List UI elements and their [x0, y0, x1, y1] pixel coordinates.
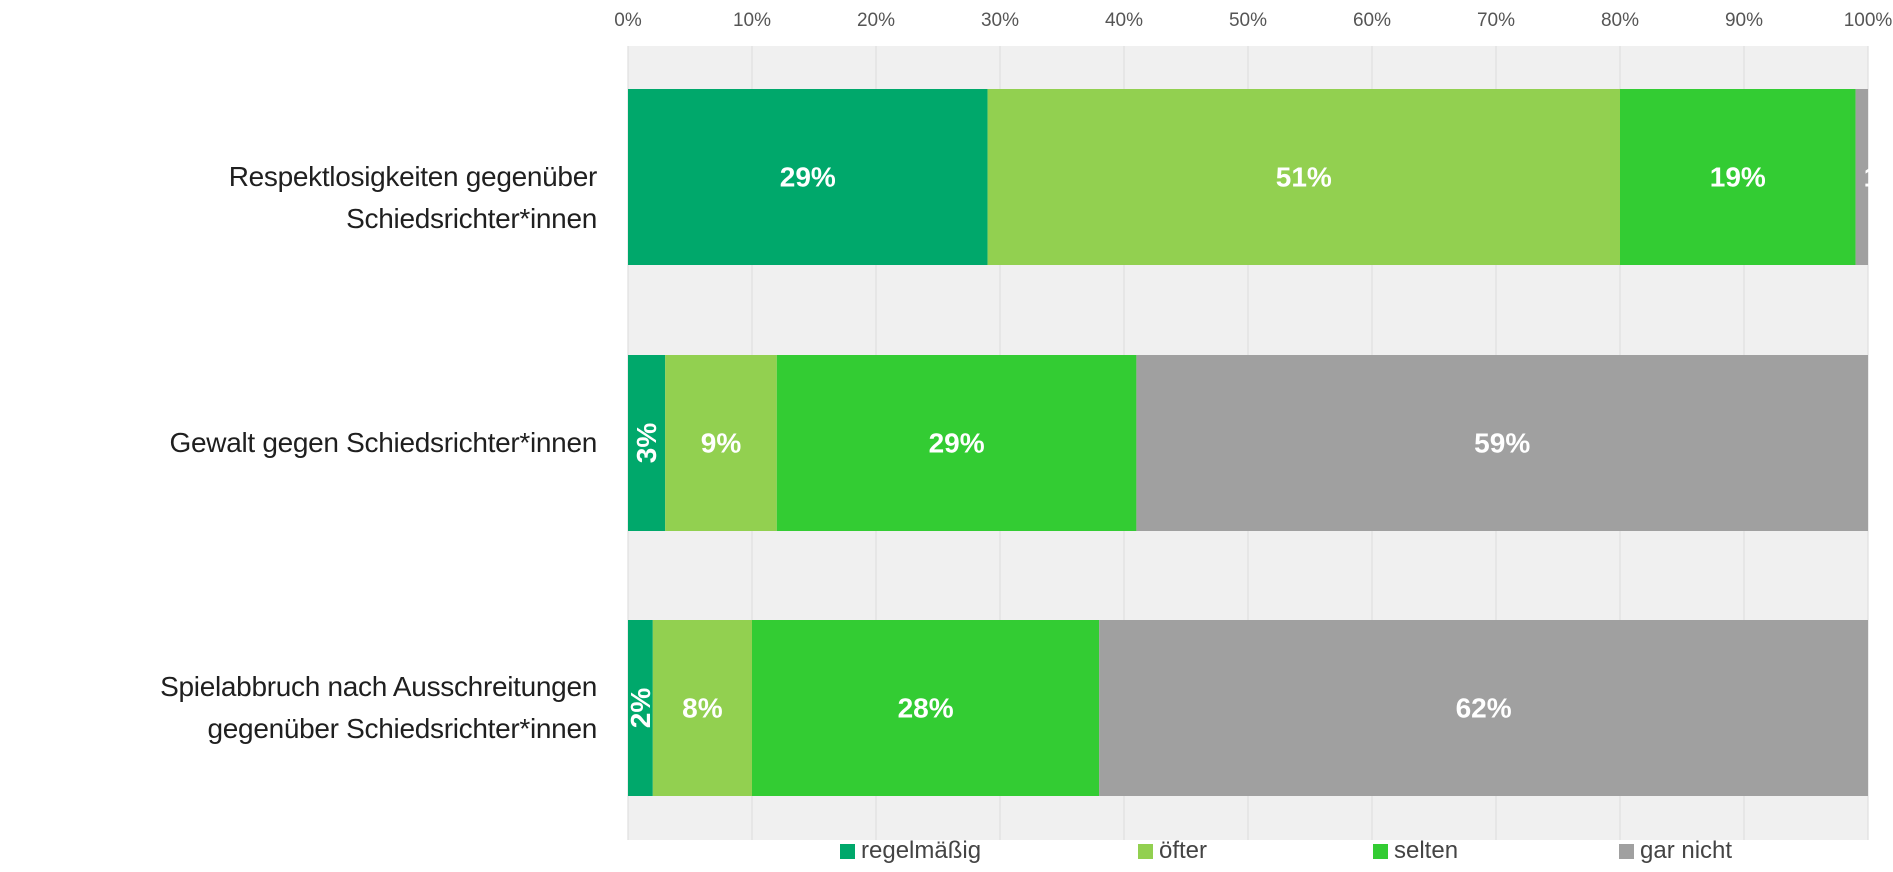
x-tick-label: 50%	[1229, 10, 1267, 31]
x-tick-label: 100%	[1844, 10, 1893, 31]
y-category-label: Respektlosigkeiten gegenüber Schiedsrich…	[0, 156, 597, 240]
data-label: 29%	[929, 428, 985, 459]
legend-label: öfter	[1159, 837, 1207, 864]
data-label: 59%	[1474, 428, 1530, 459]
x-tick-label: 70%	[1477, 10, 1515, 31]
legend-swatch	[840, 844, 855, 859]
x-tick-label: 10%	[733, 10, 771, 31]
x-tick-label: 90%	[1725, 10, 1763, 31]
x-tick-label: 20%	[857, 10, 895, 31]
x-tick-label: 80%	[1601, 10, 1639, 31]
legend-swatch	[1619, 844, 1634, 859]
data-label: 2%	[625, 688, 656, 729]
legend-label: selten	[1394, 837, 1458, 864]
data-label: 1%	[1864, 162, 1893, 193]
data-label: 9%	[701, 428, 742, 459]
y-category-label-line: Respektlosigkeiten gegenüber Schiedsrich…	[0, 156, 597, 240]
x-tick-label: 30%	[981, 10, 1019, 31]
data-label: 19%	[1710, 162, 1766, 193]
data-label: 3%	[631, 423, 662, 464]
legend-swatch	[1138, 844, 1153, 859]
y-category-label-line: Gewalt gegen Schiedsrichter*innen	[0, 422, 597, 464]
legend-label: gar nicht	[1640, 837, 1732, 864]
x-tick-label: 40%	[1105, 10, 1143, 31]
legend-swatch	[1373, 844, 1388, 859]
data-label: 28%	[898, 693, 954, 724]
y-category-label: Spielabbruch nach Ausschreitungen gegenüb…	[0, 666, 597, 750]
data-label: 29%	[780, 162, 836, 193]
data-label: 51%	[1276, 162, 1332, 193]
data-label: 62%	[1456, 693, 1512, 724]
x-tick-label: 0%	[614, 10, 642, 31]
legend-label: regelmäßig	[861, 837, 981, 864]
y-category-label: Gewalt gegen Schiedsrichter*innen	[0, 422, 597, 464]
data-label: 8%	[682, 693, 723, 724]
x-tick-label: 60%	[1353, 10, 1391, 31]
y-category-label-line: Spielabbruch nach Ausschreitungen	[0, 666, 597, 708]
y-category-label-line: gegenüber Schiedsrichter*innen	[0, 708, 597, 750]
